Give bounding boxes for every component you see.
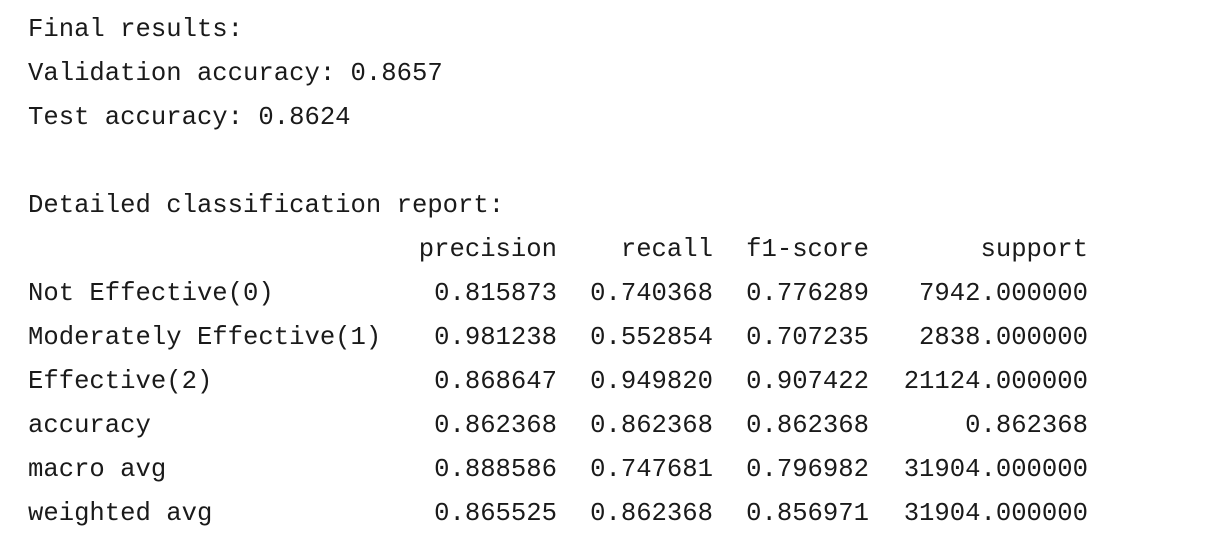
summary-title: Final results: [28,15,244,44]
column-header: f1-score [746,235,869,264]
cell: 0.862368 [746,411,869,440]
row-label: Effective(2) [28,367,213,396]
cell: 0.776289 [746,279,869,308]
cell: 0.862368 [590,499,713,528]
column-header: recall [620,235,713,264]
cell: 0.949820 [590,367,713,396]
cell: 0.862368 [965,411,1088,440]
cell: 0.862368 [590,411,713,440]
row-label: Moderately Effective(1) [28,323,382,352]
column-header: support [980,235,1088,264]
test-accuracy: Test accuracy: 0.8624 [28,103,351,132]
cell: 7942.000000 [919,279,1088,308]
report-title: Detailed classification report: [28,191,505,220]
cell: 0.862368 [434,411,557,440]
cell: 0.796982 [746,455,869,484]
cell: 0.907422 [746,367,869,396]
cell: 21124.000000 [903,367,1088,396]
cell: 0.981238 [434,323,557,352]
column-header: precision [418,235,557,264]
cell: 0.865525 [434,499,557,528]
cell: 2838.000000 [919,323,1088,352]
cell: 31904.000000 [903,455,1088,484]
cell: 0.888586 [434,455,557,484]
cell: 0.740368 [590,279,713,308]
cell: 31904.000000 [903,499,1088,528]
row-label: accuracy [28,411,151,440]
validation-accuracy: Validation accuracy: 0.8657 [28,59,443,88]
cell: 0.868647 [434,367,557,396]
cell: 0.815873 [434,279,557,308]
cell: 0.552854 [590,323,713,352]
row-label: weighted avg [28,499,213,528]
cell: 0.707235 [746,323,869,352]
row-label: macro avg [28,455,167,484]
row-label: Not Effective(0) [28,279,274,308]
cell: 0.856971 [746,499,869,528]
cell: 0.747681 [590,455,713,484]
